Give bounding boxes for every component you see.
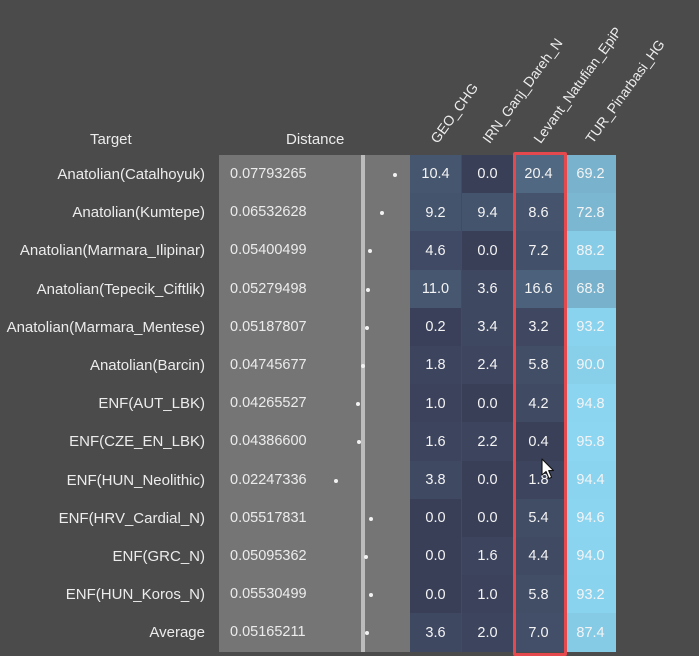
value-cell: 0.0 (462, 231, 513, 271)
value-cell: 8.6 (513, 193, 564, 232)
value-cell: 2.2 (462, 422, 513, 462)
value-cell: 10.4 (410, 155, 461, 194)
row-target-label: Anatolian(Kumtepe) (72, 204, 205, 222)
row-target-label: ENF(CZE_EN_LBK) (69, 433, 205, 451)
value-cell: 0.4 (513, 422, 564, 462)
value-cell: 20.4 (513, 155, 564, 194)
row-target-label: Anatolian(Tepecik_Ciftlik) (36, 280, 205, 298)
distance-dot (357, 440, 361, 445)
distance-dot (365, 325, 369, 330)
value-cell: 93.2 (565, 307, 616, 347)
distance-dot (368, 249, 372, 254)
row-distance-value: 0.04386600 (230, 433, 307, 450)
value-cell: 11.0 (410, 269, 461, 309)
value-cell: 5.8 (513, 346, 564, 385)
value-cell: 3.6 (462, 269, 513, 309)
value-cell: 4.6 (410, 231, 461, 271)
row-distance-value: 0.07793265 (230, 166, 307, 182)
distance-dot (366, 287, 370, 292)
row-distance-value: 0.05400499 (230, 242, 307, 259)
value-cell: 5.8 (513, 575, 564, 614)
value-cell: 0.0 (462, 498, 513, 538)
distance-dot (334, 478, 338, 483)
value-cell: 9.4 (462, 193, 513, 232)
value-cell: 93.2 (565, 575, 616, 614)
row-distance-value: 0.05279498 (230, 280, 307, 297)
value-cell: 94.0 (565, 537, 616, 576)
header-target: Target (90, 131, 132, 148)
distance-dot (369, 593, 373, 598)
value-cell: 68.8 (565, 269, 616, 309)
value-cell: 7.2 (513, 231, 564, 271)
value-cell: 0.0 (410, 498, 461, 538)
value-cell: 1.8 (410, 346, 461, 385)
value-cell: 3.8 (410, 460, 461, 500)
row-target-label: Anatolian(Barcin) (89, 357, 205, 374)
distance-dot (356, 402, 360, 407)
value-cell: 95.8 (565, 422, 616, 462)
row-distance-value: 0.05530499 (230, 586, 307, 603)
value-cell: 72.8 (565, 193, 616, 232)
value-cell: 94.4 (565, 460, 616, 500)
value-cell: 1.0 (410, 384, 461, 423)
value-cell: 2.0 (462, 613, 513, 653)
value-cell: 1.0 (462, 575, 513, 614)
value-cell: 2.4 (462, 346, 513, 385)
distance-dot (364, 555, 368, 559)
distance-panel (219, 155, 411, 652)
row-target-label: Anatolian(Marmara_Ilipinar) (19, 242, 205, 260)
row-distance-value: 0.05165211 (230, 624, 306, 641)
value-cell: 1.6 (410, 422, 461, 462)
value-cell: 3.6 (410, 613, 461, 653)
row-target-label: Anatolian(Catalhoyuk) (57, 166, 205, 183)
value-cell: 69.2 (565, 155, 616, 194)
row-distance-value: 0.04265527 (230, 395, 307, 412)
header-distance: Distance (286, 131, 345, 148)
row-distance-value: 0.05517831 (230, 509, 307, 526)
value-cell: 94.6 (565, 498, 616, 538)
column-header-2: Levant_Natufian_EpiP (530, 23, 625, 146)
value-cell: 88.2 (565, 231, 616, 271)
row-target-label: Anatolian(Marmara_Mentese) (6, 318, 205, 336)
value-cell: 7.0 (513, 613, 564, 653)
row-target-label: ENF(HUN_Neolithic) (66, 471, 205, 489)
distance-axis-line (361, 155, 365, 652)
value-cell: 3.4 (462, 307, 513, 347)
distance-dot (365, 631, 369, 636)
row-target-label: ENF(HUN_Koros_N) (65, 586, 205, 604)
value-cell: 87.4 (565, 613, 616, 653)
value-cell: 1.6 (462, 537, 513, 576)
value-cell: 4.4 (513, 537, 564, 576)
value-cell: 3.2 (513, 307, 564, 347)
column-header-0: GEO_CHG (427, 79, 482, 146)
value-cell: 0.0 (410, 537, 461, 576)
row-target-label: ENF(GRC_N) (112, 548, 206, 565)
row-target-label: ENF(AUT_LBK) (98, 395, 205, 413)
value-cell: 0.2 (410, 307, 461, 347)
distance-dot (380, 211, 384, 216)
value-cell: 1.8 (513, 460, 564, 500)
row-distance-value: 0.02247336 (230, 471, 307, 488)
value-cell: 16.6 (513, 269, 564, 309)
value-cell: 0.0 (410, 575, 461, 614)
row-distance-value: 0.05095362 (230, 548, 307, 564)
mouse-pointer-icon (541, 458, 555, 480)
value-cell: 9.2 (410, 193, 461, 232)
row-target-label: Average (149, 624, 205, 642)
value-cell: 0.0 (462, 155, 513, 194)
row-distance-value: 0.04745677 (230, 357, 307, 373)
value-cell: 5.4 (513, 498, 564, 538)
value-cell: 90.0 (565, 346, 616, 385)
row-distance-value: 0.06532628 (230, 204, 307, 221)
row-target-label: ENF(HRV_Cardial_N) (58, 509, 205, 527)
value-cell: 94.8 (565, 384, 616, 423)
row-distance-value: 0.05187807 (230, 318, 307, 335)
value-cell: 0.0 (462, 384, 513, 423)
value-cell: 4.2 (513, 384, 564, 423)
distance-dot (393, 173, 397, 177)
value-cell: 0.0 (462, 460, 513, 500)
distance-dot (361, 364, 365, 368)
distance-dot (369, 516, 373, 521)
